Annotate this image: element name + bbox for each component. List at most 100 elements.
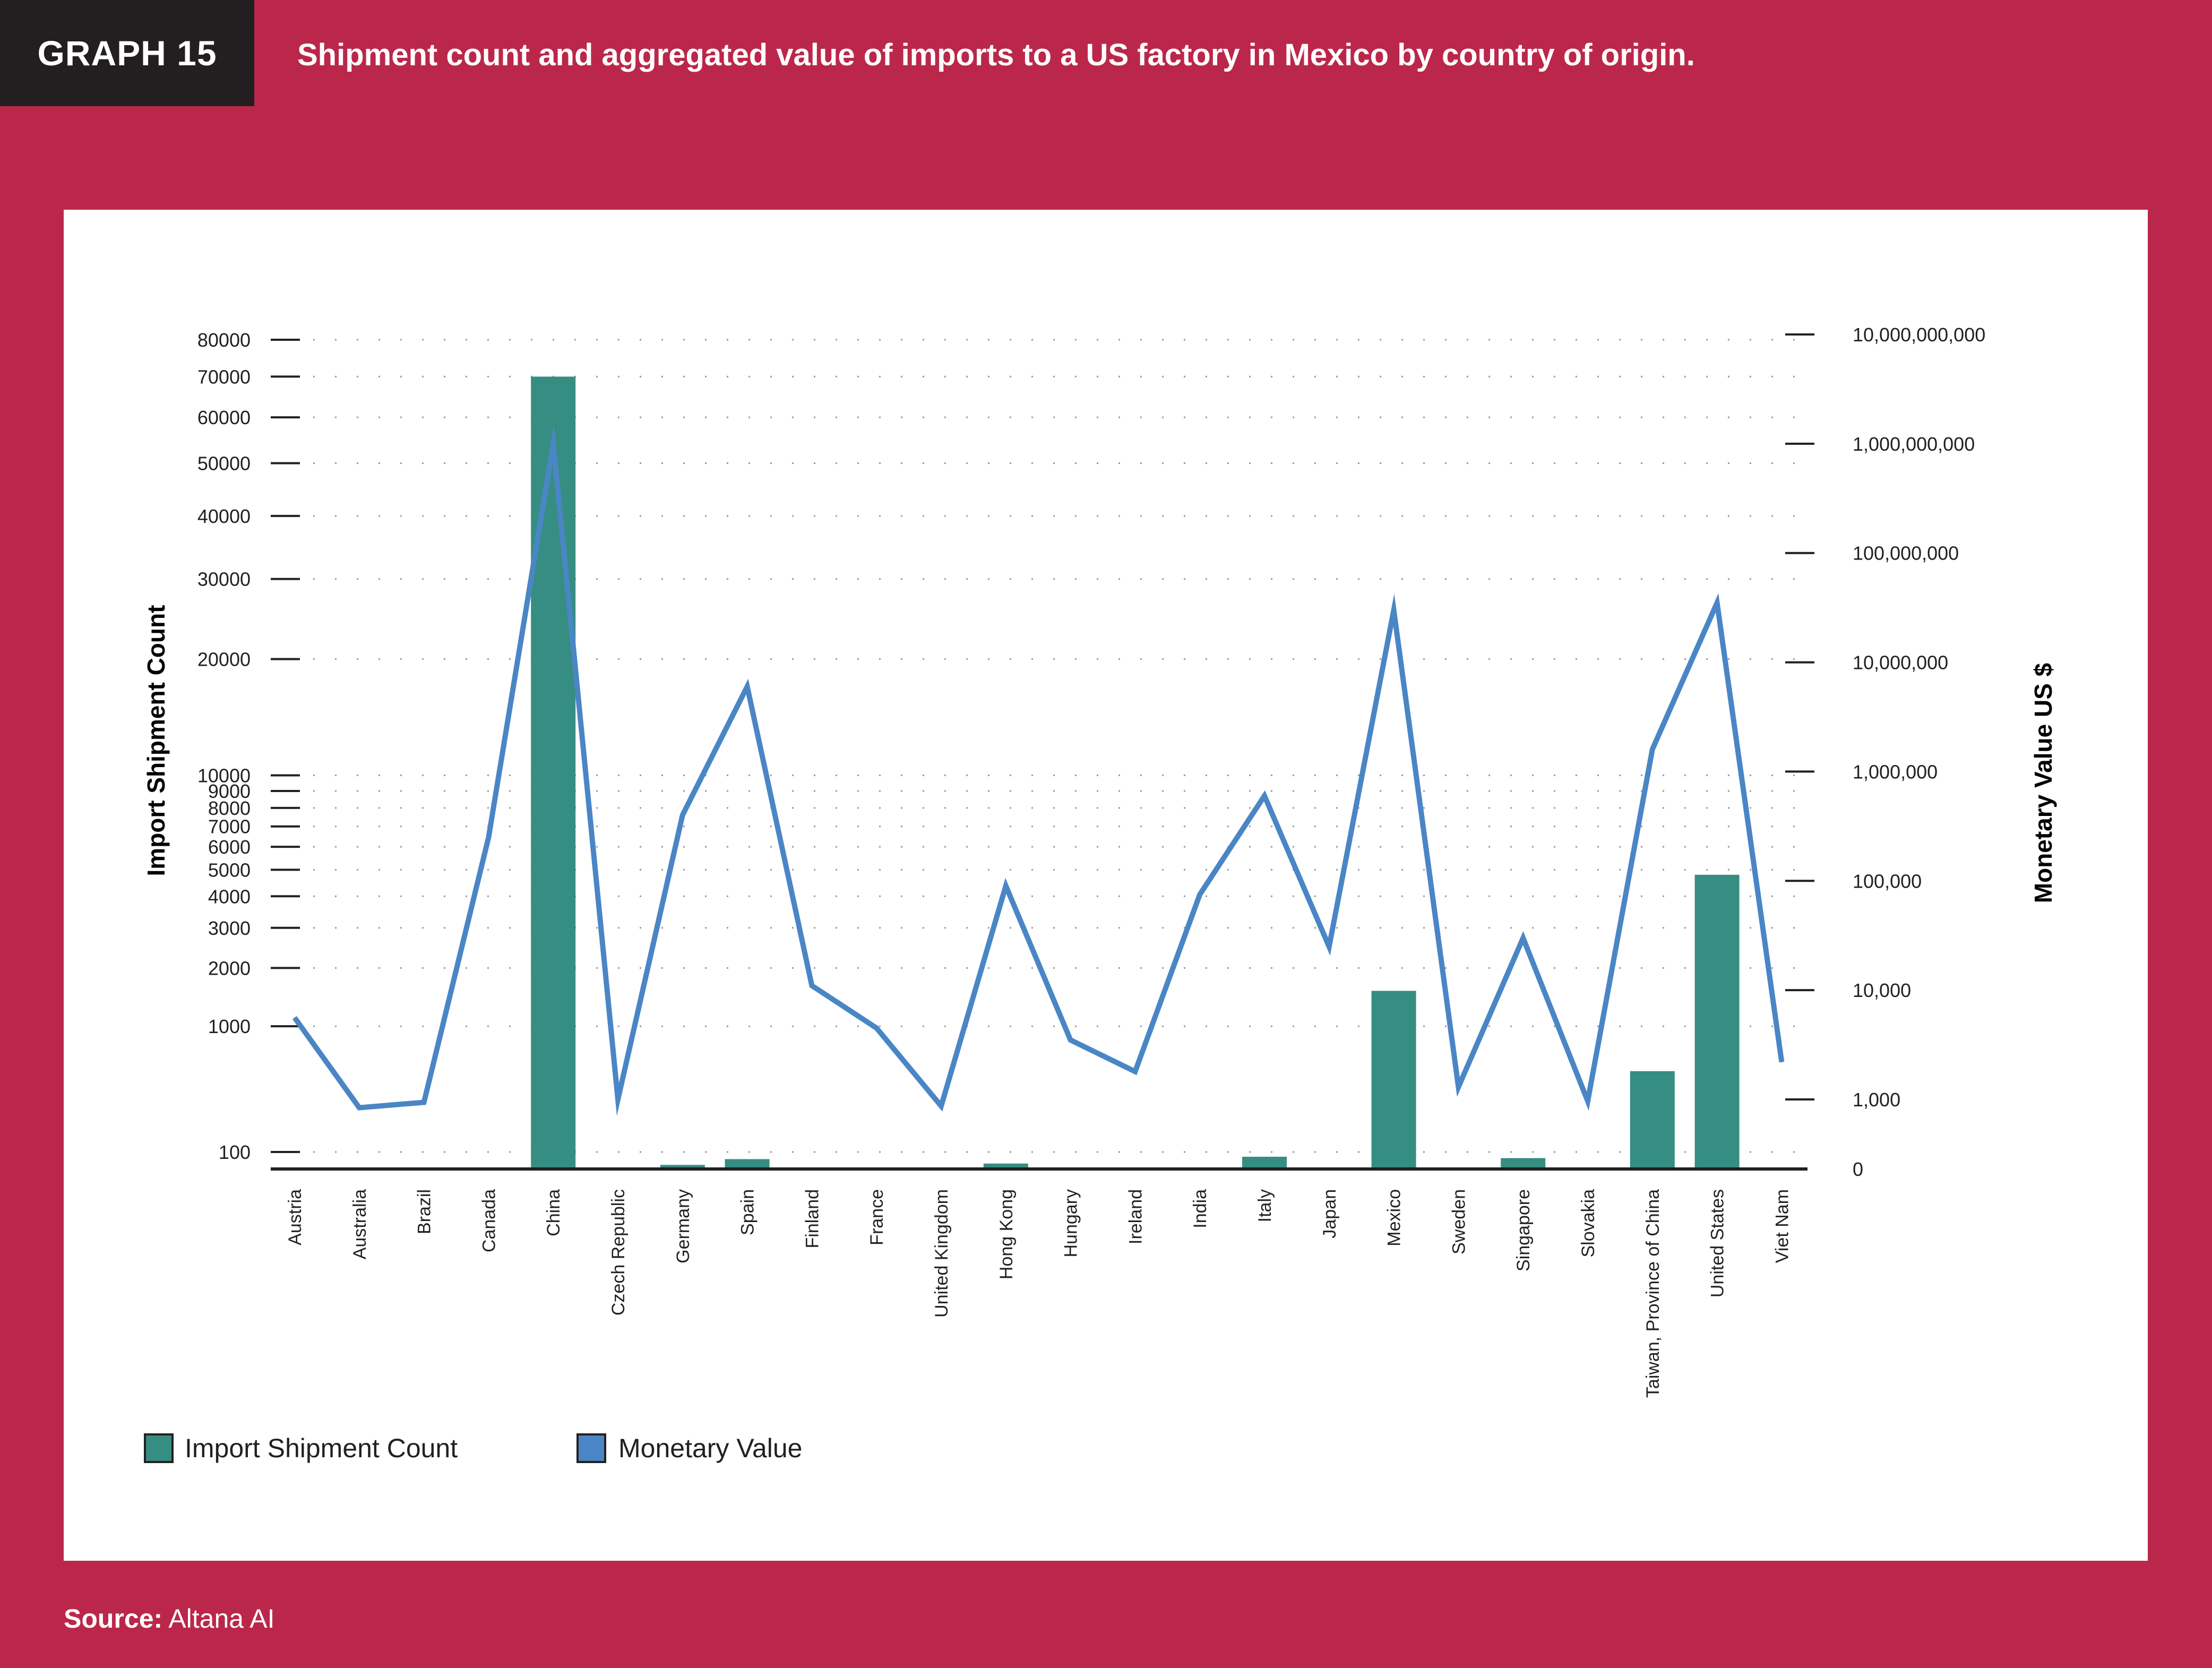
line-point-italy [1264, 795, 1265, 797]
left-tick-label: 7000 [208, 816, 251, 838]
left-tick-label: 100 [219, 1141, 251, 1163]
bar-united-states [1694, 874, 1740, 1169]
graph-number-tag: GRAPH 15 [0, 0, 254, 106]
x-tick-label: Slovakia [1578, 1189, 1598, 1258]
x-tick-label: Ireland [1125, 1189, 1146, 1244]
left-tick-label: 9000 [208, 780, 251, 802]
x-tick-label: Viet Nam [1772, 1189, 1792, 1263]
legend-swatch-monetary [576, 1433, 606, 1463]
left-tick-label: 8000 [208, 797, 251, 819]
line-point-india [1199, 894, 1201, 896]
line-point-czech-republic [617, 1099, 618, 1100]
left-tick-label: 60000 [197, 407, 251, 428]
x-tick-label: United Kingdom [932, 1189, 952, 1318]
left-tick-label: 6000 [208, 836, 251, 858]
monetary-value-line [292, 423, 1785, 1116]
bar-singapore [1501, 1158, 1546, 1169]
line-point-finland [811, 985, 813, 986]
bar-italy [1242, 1156, 1287, 1169]
x-tick-label: Brazil [415, 1189, 435, 1234]
x-tick-label: India [1190, 1189, 1210, 1228]
line-point-austria [294, 1017, 295, 1018]
left-axis: 100 1000 2000 3000 4000 500060007000800090001… [197, 329, 300, 1163]
left-axis-title: Import Shipment Count [142, 605, 170, 876]
bars [272, 376, 1740, 1169]
line-point-spain [746, 686, 748, 687]
left-tick-label: 80000 [197, 329, 251, 351]
line-point-viet-nam [1781, 1061, 1783, 1063]
chart-svg: 1001000200030004000500060007000800090001… [142, 324, 2057, 1463]
line-point-united-states [1716, 602, 1718, 604]
bar-mexico [1371, 991, 1416, 1169]
left-tick-label: 1000 [208, 1016, 251, 1037]
left-tick-label: 3000 [208, 917, 251, 939]
bar-china [531, 376, 576, 1169]
right-tick-label: 1,000,000 [1853, 761, 1938, 783]
x-tick-label: Canada [479, 1189, 499, 1252]
bar-spain [725, 1159, 770, 1169]
x-tick-label: Hong Kong [996, 1189, 1017, 1279]
chart-title: Shipment count and aggregated value of i… [297, 38, 1695, 72]
right-tick-label: 10,000,000,000 [1853, 324, 1985, 346]
right-tick-label: 1,000 [1853, 1089, 1900, 1111]
x-tick-label: Finland [802, 1189, 822, 1249]
x-tick-label: Australia [350, 1189, 370, 1259]
line-point-australia [358, 1107, 360, 1108]
line-point-china [553, 443, 554, 444]
x-axis: Austria Australia Brazil Canada China Czech R… [271, 1167, 1808, 1398]
line-point-germany [682, 814, 683, 816]
line-point-singapore [1522, 937, 1524, 939]
left-tick-label: 5000 [208, 859, 251, 881]
line-point-hungary [1070, 1039, 1071, 1041]
line-point-france [876, 1027, 877, 1029]
right-axis-title: Monetary Value US $ [2029, 663, 2057, 904]
line-point-sweden [1458, 1086, 1459, 1088]
line-point-hong-kong [1005, 885, 1006, 887]
x-tick-label: Germany [673, 1189, 693, 1263]
left-tick-label: 20000 [197, 649, 251, 670]
source-note: Source: Altana AI [64, 1603, 274, 1634]
x-tick-label: Italy [1255, 1189, 1275, 1222]
x-tick-label: China [544, 1189, 564, 1236]
line-point-brazil [423, 1102, 425, 1103]
line-point-ireland [1134, 1071, 1136, 1072]
legend-label-monetary: Monetary Value [618, 1433, 802, 1463]
x-tick-label: Spain [738, 1189, 758, 1235]
bar-germany [660, 1165, 705, 1169]
legend-label-shipment: Import Shipment Count [185, 1433, 458, 1463]
right-tick-label: 100,000,000 [1853, 543, 1959, 564]
x-tick-label: Japan [1320, 1189, 1340, 1239]
chart-panel: 100 1000 2000 3000 4000 5000 6000 7000 8000 9000 1… [64, 210, 2148, 1561]
right-tick-label: 0 [1853, 1158, 1863, 1180]
x-tick-label: Austria [285, 1189, 305, 1245]
left-tick-label: 70000 [197, 366, 251, 388]
x-tick-label: Singapore [1513, 1189, 1534, 1271]
x-tick-label: Taiwan, Province of China [1643, 1189, 1663, 1398]
right-axis: 0 1,000 10,000 100,000 1,000,000 10,000,000 10… [1785, 324, 1985, 1180]
x-tick-label: Mexico [1384, 1189, 1405, 1246]
left-tick-label: 40000 [197, 505, 251, 527]
source-label: Source: [64, 1604, 163, 1633]
line-point-canada [488, 837, 489, 838]
x-tick-label: Hungary [1061, 1189, 1081, 1258]
legend: Import Shipment Count Monetary Value [144, 1433, 802, 1463]
left-tick-label: 30000 [197, 569, 251, 590]
right-tick-label: 100,000 [1853, 870, 1922, 892]
line-point-taiwan-province-of-china [1651, 749, 1653, 750]
x-tick-label: Sweden [1449, 1189, 1469, 1254]
right-tick-label: 10,000,000 [1853, 652, 1948, 674]
x-tick-label: Czech Republic [608, 1189, 629, 1316]
line-point-japan [1328, 946, 1330, 948]
left-tick-label: 10000 [197, 765, 251, 787]
right-tick-label: 1,000,000,000 [1853, 433, 1975, 455]
left-tick-label: 50000 [197, 453, 251, 475]
legend-swatch-shipment [144, 1433, 174, 1463]
x-tick-label: United States [1708, 1189, 1728, 1297]
source-value: Altana AI [168, 1604, 275, 1633]
bar-taiwan-province-of-china [1630, 1071, 1675, 1169]
line-point-slovakia [1587, 1100, 1588, 1102]
right-tick-label: 10,000 [1853, 979, 1911, 1001]
left-tick-label: 4000 [208, 885, 251, 907]
line-point-mexico [1393, 609, 1395, 611]
monetary-value-line-group [292, 423, 1785, 1116]
